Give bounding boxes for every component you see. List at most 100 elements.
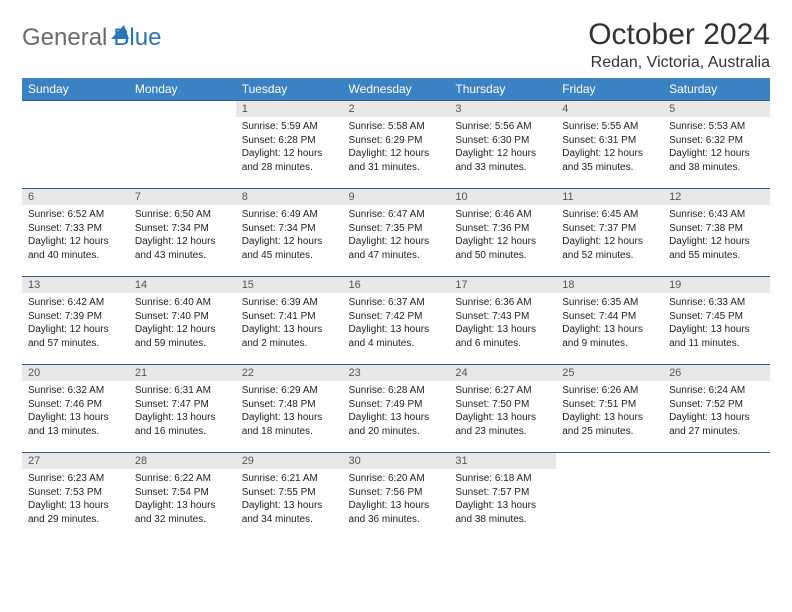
month-title: October 2024 <box>588 18 770 52</box>
day-details: Sunrise: 6:39 AMSunset: 7:41 PMDaylight:… <box>236 293 343 353</box>
calendar-cell: 2Sunrise: 5:58 AMSunset: 6:29 PMDaylight… <box>343 101 450 189</box>
calendar-cell: 3Sunrise: 5:56 AMSunset: 6:30 PMDaylight… <box>449 101 556 189</box>
weekday-header: Sunday <box>22 78 129 101</box>
calendar-cell: 13Sunrise: 6:42 AMSunset: 7:39 PMDayligh… <box>22 277 129 365</box>
day-details: Sunrise: 6:32 AMSunset: 7:46 PMDaylight:… <box>22 381 129 441</box>
calendar-row: 20Sunrise: 6:32 AMSunset: 7:46 PMDayligh… <box>22 365 770 453</box>
calendar-cell: 28Sunrise: 6:22 AMSunset: 7:54 PMDayligh… <box>129 453 236 541</box>
calendar-cell: 7Sunrise: 6:50 AMSunset: 7:34 PMDaylight… <box>129 189 236 277</box>
day-details: Sunrise: 6:29 AMSunset: 7:48 PMDaylight:… <box>236 381 343 441</box>
calendar-cell: 14Sunrise: 6:40 AMSunset: 7:40 PMDayligh… <box>129 277 236 365</box>
day-details: Sunrise: 5:56 AMSunset: 6:30 PMDaylight:… <box>449 117 556 177</box>
day-details: Sunrise: 5:58 AMSunset: 6:29 PMDaylight:… <box>343 117 450 177</box>
calendar-cell: 22Sunrise: 6:29 AMSunset: 7:48 PMDayligh… <box>236 365 343 453</box>
logo-text-blue: Blue <box>113 24 161 52</box>
day-details: Sunrise: 6:36 AMSunset: 7:43 PMDaylight:… <box>449 293 556 353</box>
day-number: 16 <box>343 277 450 293</box>
day-details: Sunrise: 6:21 AMSunset: 7:55 PMDaylight:… <box>236 469 343 529</box>
day-details: Sunrise: 6:33 AMSunset: 7:45 PMDaylight:… <box>663 293 770 353</box>
calendar-cell: 12Sunrise: 6:43 AMSunset: 7:38 PMDayligh… <box>663 189 770 277</box>
calendar-cell: 23Sunrise: 6:28 AMSunset: 7:49 PMDayligh… <box>343 365 450 453</box>
day-number: 10 <box>449 189 556 205</box>
weekday-header: Thursday <box>449 78 556 101</box>
calendar-cell: 19Sunrise: 6:33 AMSunset: 7:45 PMDayligh… <box>663 277 770 365</box>
day-details: Sunrise: 6:20 AMSunset: 7:56 PMDaylight:… <box>343 469 450 529</box>
day-number: 4 <box>556 101 663 117</box>
calendar-cell: 9Sunrise: 6:47 AMSunset: 7:35 PMDaylight… <box>343 189 450 277</box>
day-number: 5 <box>663 101 770 117</box>
day-number: 27 <box>22 453 129 469</box>
day-details: Sunrise: 6:50 AMSunset: 7:34 PMDaylight:… <box>129 205 236 265</box>
calendar-row: ....1Sunrise: 5:59 AMSunset: 6:28 PMDayl… <box>22 101 770 189</box>
day-details: Sunrise: 6:37 AMSunset: 7:42 PMDaylight:… <box>343 293 450 353</box>
day-details: Sunrise: 6:45 AMSunset: 7:37 PMDaylight:… <box>556 205 663 265</box>
calendar-cell: 27Sunrise: 6:23 AMSunset: 7:53 PMDayligh… <box>22 453 129 541</box>
calendar-row: 6Sunrise: 6:52 AMSunset: 7:33 PMDaylight… <box>22 189 770 277</box>
day-number: 13 <box>22 277 129 293</box>
weekday-header: Tuesday <box>236 78 343 101</box>
day-details: Sunrise: 6:40 AMSunset: 7:40 PMDaylight:… <box>129 293 236 353</box>
day-number: 2 <box>343 101 450 117</box>
day-details: Sunrise: 6:43 AMSunset: 7:38 PMDaylight:… <box>663 205 770 265</box>
calendar-cell: 20Sunrise: 6:32 AMSunset: 7:46 PMDayligh… <box>22 365 129 453</box>
day-number: 26 <box>663 365 770 381</box>
day-number: 8 <box>236 189 343 205</box>
day-number: 9 <box>343 189 450 205</box>
day-details: Sunrise: 6:26 AMSunset: 7:51 PMDaylight:… <box>556 381 663 441</box>
calendar-cell: 11Sunrise: 6:45 AMSunset: 7:37 PMDayligh… <box>556 189 663 277</box>
day-details: Sunrise: 6:47 AMSunset: 7:35 PMDaylight:… <box>343 205 450 265</box>
day-number: 23 <box>343 365 450 381</box>
day-number: 29 <box>236 453 343 469</box>
day-number: 19 <box>663 277 770 293</box>
day-details: Sunrise: 6:24 AMSunset: 7:52 PMDaylight:… <box>663 381 770 441</box>
day-number: 3 <box>449 101 556 117</box>
day-number: 24 <box>449 365 556 381</box>
day-details: Sunrise: 5:53 AMSunset: 6:32 PMDaylight:… <box>663 117 770 177</box>
day-details: Sunrise: 6:23 AMSunset: 7:53 PMDaylight:… <box>22 469 129 529</box>
day-details: Sunrise: 6:18 AMSunset: 7:57 PMDaylight:… <box>449 469 556 529</box>
day-details: Sunrise: 6:52 AMSunset: 7:33 PMDaylight:… <box>22 205 129 265</box>
calendar-cell: .. <box>556 453 663 541</box>
calendar-row: 13Sunrise: 6:42 AMSunset: 7:39 PMDayligh… <box>22 277 770 365</box>
weekday-header: Friday <box>556 78 663 101</box>
calendar-header-row: SundayMondayTuesdayWednesdayThursdayFrid… <box>22 78 770 101</box>
day-number: 25 <box>556 365 663 381</box>
day-number: 28 <box>129 453 236 469</box>
logo: General Blue <box>22 18 161 52</box>
calendar-cell: 30Sunrise: 6:20 AMSunset: 7:56 PMDayligh… <box>343 453 450 541</box>
day-details: Sunrise: 5:59 AMSunset: 6:28 PMDaylight:… <box>236 117 343 177</box>
calendar-cell: 17Sunrise: 6:36 AMSunset: 7:43 PMDayligh… <box>449 277 556 365</box>
day-details: Sunrise: 6:42 AMSunset: 7:39 PMDaylight:… <box>22 293 129 353</box>
calendar-cell: 10Sunrise: 6:46 AMSunset: 7:36 PMDayligh… <box>449 189 556 277</box>
day-details: Sunrise: 6:49 AMSunset: 7:34 PMDaylight:… <box>236 205 343 265</box>
location: Redan, Victoria, Australia <box>588 54 770 72</box>
calendar-cell: 18Sunrise: 6:35 AMSunset: 7:44 PMDayligh… <box>556 277 663 365</box>
day-details: Sunrise: 6:46 AMSunset: 7:36 PMDaylight:… <box>449 205 556 265</box>
day-number: 22 <box>236 365 343 381</box>
day-number: 30 <box>343 453 450 469</box>
calendar-body: ....1Sunrise: 5:59 AMSunset: 6:28 PMDayl… <box>22 101 770 541</box>
calendar-cell: 24Sunrise: 6:27 AMSunset: 7:50 PMDayligh… <box>449 365 556 453</box>
day-number: 31 <box>449 453 556 469</box>
day-number: 6 <box>22 189 129 205</box>
calendar-cell: 5Sunrise: 5:53 AMSunset: 6:32 PMDaylight… <box>663 101 770 189</box>
day-details: Sunrise: 6:22 AMSunset: 7:54 PMDaylight:… <box>129 469 236 529</box>
calendar-cell: 31Sunrise: 6:18 AMSunset: 7:57 PMDayligh… <box>449 453 556 541</box>
calendar-cell: 6Sunrise: 6:52 AMSunset: 7:33 PMDaylight… <box>22 189 129 277</box>
day-number: 14 <box>129 277 236 293</box>
day-number: 12 <box>663 189 770 205</box>
day-number: 20 <box>22 365 129 381</box>
day-details: Sunrise: 6:31 AMSunset: 7:47 PMDaylight:… <box>129 381 236 441</box>
day-number: 1 <box>236 101 343 117</box>
calendar-cell: 21Sunrise: 6:31 AMSunset: 7:47 PMDayligh… <box>129 365 236 453</box>
calendar-table: SundayMondayTuesdayWednesdayThursdayFrid… <box>22 78 770 541</box>
calendar-cell: 15Sunrise: 6:39 AMSunset: 7:41 PMDayligh… <box>236 277 343 365</box>
weekday-header: Monday <box>129 78 236 101</box>
calendar-cell: 26Sunrise: 6:24 AMSunset: 7:52 PMDayligh… <box>663 365 770 453</box>
calendar-cell: 25Sunrise: 6:26 AMSunset: 7:51 PMDayligh… <box>556 365 663 453</box>
page: General Blue October 2024 Redan, Victori… <box>0 0 792 559</box>
day-details: Sunrise: 6:28 AMSunset: 7:49 PMDaylight:… <box>343 381 450 441</box>
day-number: 7 <box>129 189 236 205</box>
weekday-header: Wednesday <box>343 78 450 101</box>
day-number: 11 <box>556 189 663 205</box>
